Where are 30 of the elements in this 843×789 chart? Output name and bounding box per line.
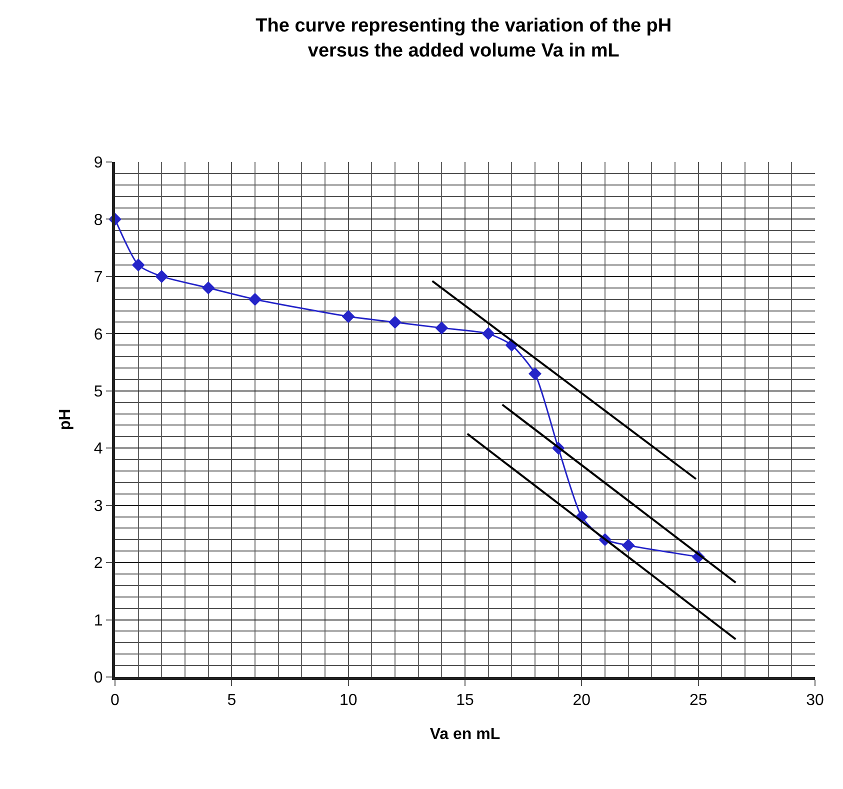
point	[155, 270, 168, 283]
point	[248, 292, 262, 306]
point	[342, 310, 355, 323]
x-tick-label: 15	[456, 692, 474, 710]
point	[482, 327, 495, 340]
y-tick-label: 6	[94, 326, 103, 344]
y-axis-title: pH	[56, 408, 74, 430]
point	[202, 281, 215, 294]
x-tick-label: 25	[689, 692, 708, 710]
x-tick-label: 0	[110, 692, 120, 710]
chart-title: The curve representing the variation of the pH versus the added volume Va in mL	[256, 16, 672, 62]
point	[132, 258, 145, 272]
point	[622, 538, 635, 552]
y-tick-label: 9	[94, 154, 103, 172]
y-tick-label: 0	[94, 670, 103, 687]
y-tick-label: 7	[94, 269, 103, 286]
point	[435, 321, 448, 334]
x-tick-label: 5	[227, 692, 236, 710]
x-tick-label: 10	[339, 692, 358, 710]
y-tick-label: 2	[94, 555, 103, 572]
y-tick-label: 8	[94, 212, 103, 229]
point	[528, 367, 542, 380]
y-tick-label: 5	[94, 383, 103, 400]
x-axis-title: Va en mL	[430, 726, 500, 743]
y-tick-label: 3	[94, 498, 103, 515]
point	[388, 316, 402, 329]
y-tick-label: 1	[94, 612, 103, 630]
x-tick-label: 20	[572, 692, 591, 710]
y-tick-label: 4	[94, 440, 103, 458]
x-tick-label: 30	[806, 692, 824, 710]
